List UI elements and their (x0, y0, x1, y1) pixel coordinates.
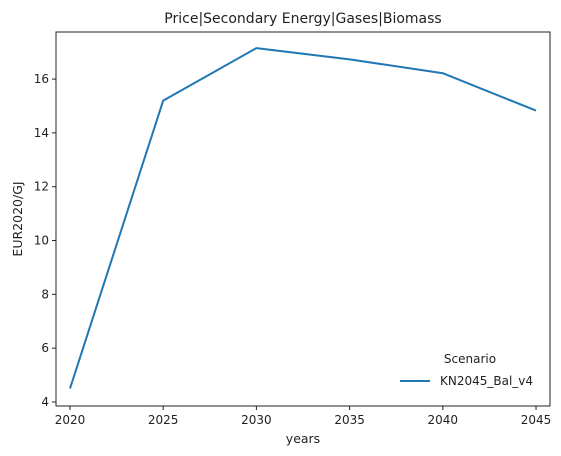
chart-title: Price|Secondary Energy|Gases|Biomass (164, 11, 441, 27)
y-tick-label: 10 (34, 234, 49, 248)
y-axis-title: EUR2020/GJ (10, 181, 25, 256)
y-tick-label: 4 (41, 395, 49, 409)
y-tick-label: 16 (34, 72, 49, 86)
x-tick-label: 2040 (428, 413, 459, 427)
x-tick-label: 2045 (521, 413, 552, 427)
plot-area (55, 31, 551, 407)
y-tick-label: 8 (41, 287, 49, 301)
y-axis-ticks: 4 6 8 10 12 14 16 (34, 72, 56, 409)
x-tick-label: 2025 (148, 413, 179, 427)
x-tick-label: 2035 (334, 413, 365, 427)
y-tick-label: 6 (41, 341, 49, 355)
x-axis-title: years (286, 431, 320, 446)
series-layer (69, 47, 537, 389)
x-tick-label: 2020 (55, 413, 86, 427)
legend-label-kn2045-bal-v4: KN2045_Bal_v4 (440, 374, 533, 388)
series-line-0 (69, 47, 537, 389)
y-tick-label: 14 (34, 126, 49, 140)
legend: Scenario KN2045_Bal_v4 (400, 352, 533, 388)
x-tick-label: 2030 (241, 413, 272, 427)
legend-title: Scenario (444, 352, 496, 366)
y-tick-label: 12 (34, 180, 49, 194)
x-axis-ticks: 2020 2025 2030 2035 2040 2045 (55, 406, 552, 427)
